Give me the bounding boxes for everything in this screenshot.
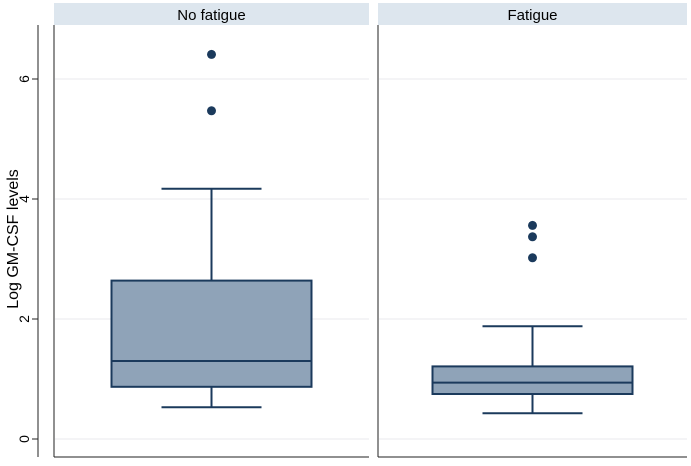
outlier-point (528, 220, 537, 230)
panel-no-fatigue: No fatigue (53, 3, 369, 458)
y-tick-label: 4 (16, 195, 32, 203)
panels: No fatigue Fatigue (53, 3, 687, 458)
y-axis: 0 2 4 6 (16, 25, 39, 457)
outlier-point (207, 49, 216, 59)
panel-fatigue: Fatigue (377, 3, 687, 458)
panel-header-strip (378, 3, 687, 25)
y-tick-label: 2 (16, 315, 32, 323)
outlier-point (528, 232, 537, 242)
outlier-point (528, 253, 537, 263)
box-iqr (110, 279, 313, 388)
panel-header-strip (54, 3, 369, 25)
y-axis-title: Log GM-CSF levels (5, 169, 22, 309)
box-iqr (431, 365, 634, 395)
y-tick-label: 6 (16, 75, 32, 83)
outlier-point (207, 106, 216, 116)
panel-header-label: No fatigue (177, 7, 245, 24)
panel-header-label: Fatigue (507, 7, 557, 24)
y-tick-label: 0 (16, 435, 32, 443)
